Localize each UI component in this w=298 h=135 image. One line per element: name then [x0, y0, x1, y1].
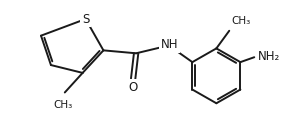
- Text: NH₂: NH₂: [258, 50, 280, 63]
- Text: NH: NH: [161, 38, 179, 51]
- Text: O: O: [128, 81, 138, 94]
- Text: CH₃: CH₃: [231, 16, 251, 26]
- Text: CH₃: CH₃: [53, 100, 72, 110]
- Text: S: S: [82, 13, 89, 26]
